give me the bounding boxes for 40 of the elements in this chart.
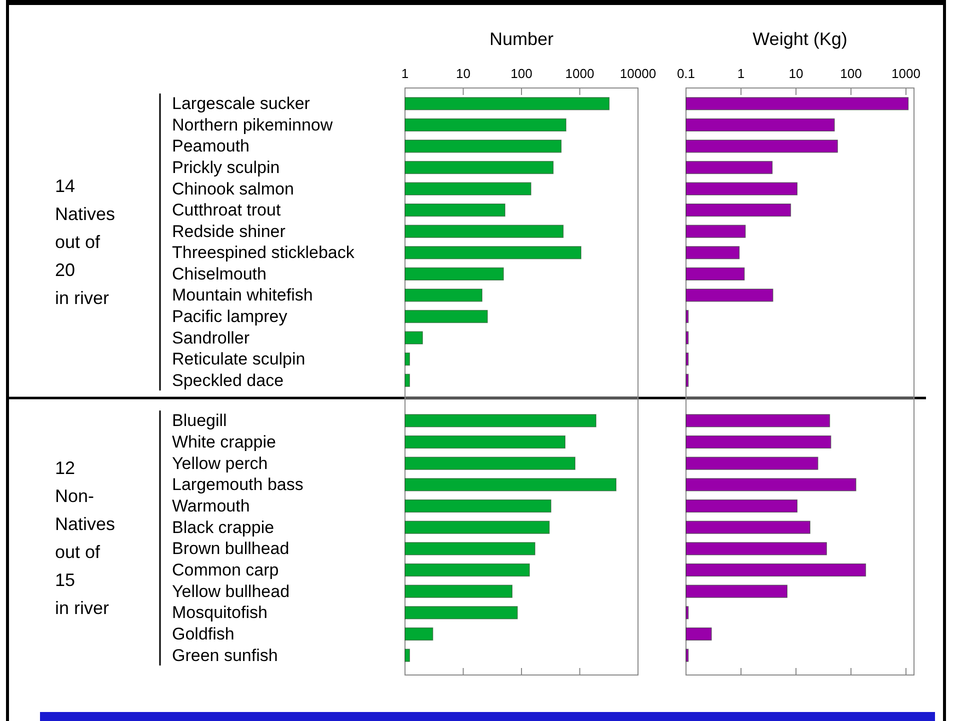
y-tick-label: Northern pikeminnow [172, 115, 334, 134]
y-tick-label: Goldfish [172, 624, 234, 644]
y-tick-label: Redside shiner [172, 222, 286, 241]
x-tick-label: 1000 [892, 66, 920, 81]
y-tick-label: Mosquitofish [172, 603, 268, 622]
x-tick-label: 100 [510, 66, 532, 81]
x-tick-label: 10 [788, 66, 804, 81]
y-tick-label: Reticulate sculpin [172, 350, 306, 369]
y-tick-label: Peamouth [172, 136, 250, 156]
y-tick-label: Brown bullhead [172, 539, 290, 558]
y-tick-label: Yellow perch [172, 454, 268, 473]
x-tick-label: 10 [456, 66, 470, 81]
text: 12 Non- Natives out of 15 in river [55, 458, 116, 618]
y-tick-label: Common carp [172, 560, 279, 580]
x-tick-label: 10000 [620, 66, 656, 81]
y-tick-label: Chiselmouth [172, 264, 266, 284]
x-tick-label: 1 [401, 66, 409, 81]
y-tick-label: Warmouth [172, 496, 250, 516]
y-tick-label: Largescale sucker [172, 94, 310, 114]
x-tick-label: 1000 [565, 66, 594, 81]
y-tick-label: Chinook salmon [172, 179, 294, 198]
y-tick-label: Largemouth bass [172, 475, 304, 494]
y-tick-label: Sandroller [172, 328, 250, 348]
x-tick-label: 0.1 [676, 66, 696, 81]
x-tick-label: 1 [737, 66, 745, 81]
y-tick-label: Speckled dace [172, 370, 284, 390]
y-tick-label: Bluegill [172, 411, 227, 430]
y-tick-label: Black crappie [172, 518, 274, 537]
y-tick-label: Mountain whitefish [172, 286, 313, 305]
y-tick-label: Cutthroat trout [172, 200, 281, 220]
y-tick-label: White crappie [172, 432, 276, 452]
chart-title: Number [489, 29, 554, 49]
y-tick-label: Prickly sculpin [172, 158, 280, 177]
y-tick-label: Green sunfish [172, 646, 278, 665]
text: 14 Natives out of 20 in river [55, 176, 116, 308]
x-tick-label: 100 [840, 66, 862, 81]
chart-title: Weight (Kg) [752, 29, 848, 49]
y-tick-label: Yellow bullhead [172, 582, 290, 601]
y-tick-label: Pacific lamprey [172, 307, 288, 326]
y-tick-label: Threespined stickleback [172, 243, 355, 262]
